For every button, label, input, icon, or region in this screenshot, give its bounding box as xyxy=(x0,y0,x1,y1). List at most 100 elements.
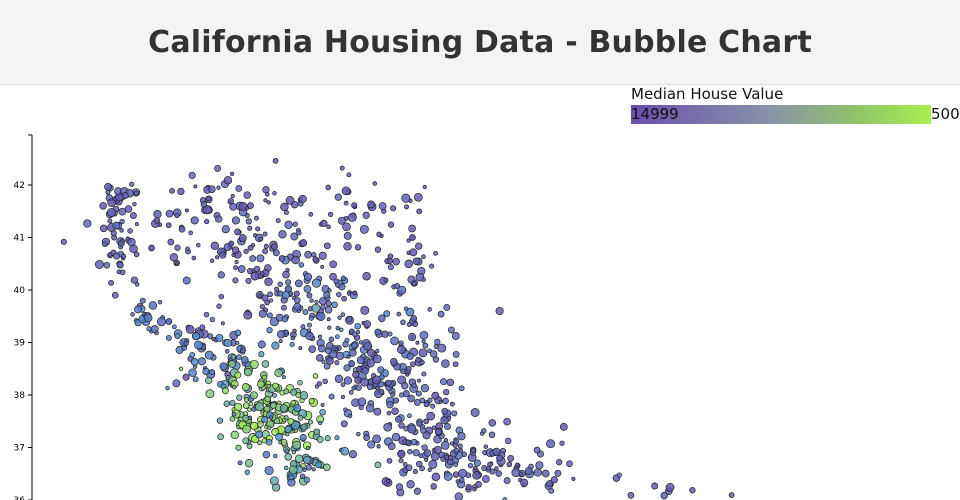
data-point xyxy=(391,407,399,415)
data-point xyxy=(411,382,417,389)
y-tick-label-37: 37 xyxy=(14,444,25,454)
data-point xyxy=(174,333,181,340)
data-point xyxy=(139,297,146,304)
data-point xyxy=(280,304,287,311)
data-point xyxy=(266,312,273,319)
data-point xyxy=(230,193,235,199)
data-point xyxy=(343,407,348,412)
data-point xyxy=(283,415,289,421)
data-point xyxy=(402,462,408,467)
data-point xyxy=(205,195,212,202)
data-point xyxy=(258,309,267,318)
data-point xyxy=(247,415,253,421)
data-point xyxy=(566,460,573,468)
data-point xyxy=(199,324,206,331)
data-point xyxy=(238,234,247,243)
data-point xyxy=(351,342,358,349)
data-point xyxy=(214,164,222,172)
data-point xyxy=(231,252,236,258)
data-point xyxy=(335,325,341,331)
data-point xyxy=(127,238,136,247)
data-point xyxy=(200,201,208,208)
data-point xyxy=(261,360,270,368)
data-point xyxy=(318,251,327,260)
data-point xyxy=(357,397,367,407)
data-point xyxy=(264,395,271,403)
data-point xyxy=(458,385,465,392)
data-point xyxy=(430,403,436,409)
data-point xyxy=(325,300,332,307)
data-point xyxy=(150,325,159,334)
data-point xyxy=(440,378,447,386)
data-point xyxy=(453,462,459,468)
data-point xyxy=(404,204,409,210)
data-point xyxy=(219,251,227,259)
data-point xyxy=(405,372,410,377)
data-point xyxy=(234,228,241,236)
data-point xyxy=(133,190,140,196)
data-point xyxy=(394,282,401,289)
data-point xyxy=(383,277,389,283)
data-point xyxy=(386,410,392,416)
data-point xyxy=(235,444,242,451)
data-point xyxy=(376,444,381,449)
data-point xyxy=(387,331,393,337)
data-point xyxy=(383,310,391,317)
data-point xyxy=(363,341,373,351)
data-point xyxy=(311,303,321,313)
data-point xyxy=(230,354,236,360)
data-point xyxy=(356,431,361,437)
data-point xyxy=(430,483,437,490)
data-point xyxy=(153,217,161,224)
data-point xyxy=(312,373,319,379)
data-point xyxy=(334,374,344,383)
sample-point-9 xyxy=(496,454,503,462)
data-point xyxy=(327,211,334,218)
data-point xyxy=(197,357,206,366)
data-point xyxy=(405,365,412,372)
data-point xyxy=(427,397,433,403)
data-point xyxy=(218,293,225,300)
data-point xyxy=(290,388,298,396)
data-point xyxy=(275,218,281,224)
data-point xyxy=(318,420,323,426)
data-point xyxy=(328,393,335,400)
data-point xyxy=(418,348,428,358)
data-point xyxy=(467,462,474,469)
data-point xyxy=(290,232,299,241)
colorbar-min-label: 14999 xyxy=(631,105,679,123)
data-point xyxy=(410,438,418,446)
data-point xyxy=(437,343,447,353)
data-point xyxy=(299,473,306,480)
data-point xyxy=(302,468,307,472)
data-point xyxy=(230,430,239,440)
data-point xyxy=(437,310,445,318)
data-point xyxy=(172,379,181,388)
data-point xyxy=(223,176,233,185)
data-point xyxy=(381,330,389,338)
data-point xyxy=(433,445,442,454)
data-point xyxy=(453,438,460,445)
data-point xyxy=(257,380,265,388)
data-point xyxy=(559,440,565,446)
data-point xyxy=(320,402,325,407)
data-point xyxy=(395,483,404,491)
data-point xyxy=(118,207,127,216)
data-point xyxy=(298,346,303,351)
data-point xyxy=(177,187,185,196)
data-point xyxy=(245,206,250,211)
data-point xyxy=(204,350,214,360)
colorbar-title: Median House Value xyxy=(631,85,784,103)
data-point xyxy=(266,384,271,389)
data-point xyxy=(292,328,297,334)
data-point xyxy=(281,315,289,323)
data-point xyxy=(204,218,210,225)
data-point xyxy=(443,388,450,396)
data-point xyxy=(387,264,394,271)
data-point xyxy=(272,190,277,196)
data-point xyxy=(689,487,696,494)
data-point xyxy=(268,298,274,303)
data-point xyxy=(390,391,396,397)
data-point xyxy=(401,193,411,203)
data-point xyxy=(281,375,286,380)
